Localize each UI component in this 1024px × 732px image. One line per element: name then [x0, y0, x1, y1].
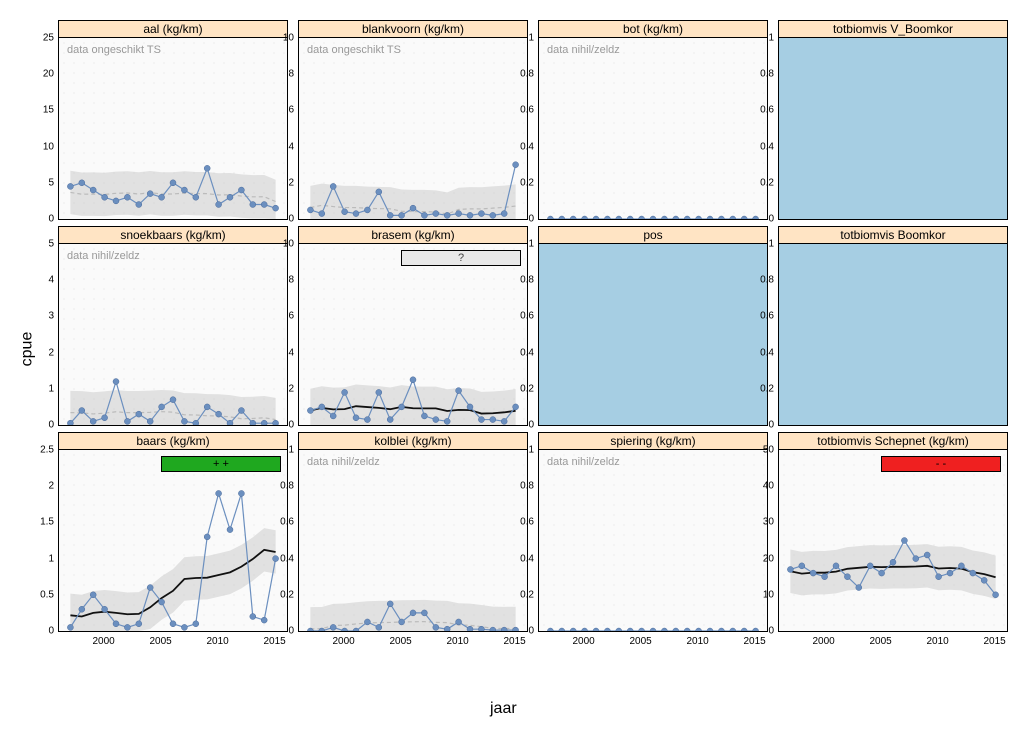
chart-panel: blankvoorn (kg/km)data ongeschikt TS0246… — [298, 20, 528, 220]
panel-title: kolblei (kg/km) — [298, 432, 528, 450]
y-ticks: 00.20.40.60.81 — [508, 244, 536, 426]
y-ticks: 00.20.40.60.81 — [748, 244, 776, 426]
plot-area: + + — [58, 450, 288, 632]
plot-area: ? — [298, 244, 528, 426]
panel-title: snoekbaars (kg/km) — [58, 226, 288, 244]
plot-area: data ongeschikt TS — [58, 38, 288, 220]
plot-area: data nihil/zeldz — [538, 38, 768, 220]
y-ticks: 0246810 — [268, 38, 296, 220]
y-ticks: 01020304050 — [748, 450, 776, 632]
y-ticks: 00.20.40.60.81 — [508, 450, 536, 632]
chart-panel: brasem (kg/km)?0246810 — [298, 226, 528, 426]
x-ticks: 2000200520102015 — [298, 632, 528, 652]
panel-title: pos — [538, 226, 768, 244]
plot-area: data nihil/zeldz — [538, 450, 768, 632]
x-ticks: 2000200520102015 — [58, 632, 288, 652]
chart-panel: pos00.20.40.60.81 — [538, 226, 768, 426]
y-ticks: 00.20.40.60.81 — [268, 450, 296, 632]
chart-panel: kolblei (kg/km)data nihil/zeldz00.20.40.… — [298, 432, 528, 632]
chart-panel: totbiomvis Boomkor00.20.40.60.81 — [778, 226, 1008, 426]
panel-title: totbiomvis Boomkor — [778, 226, 1008, 244]
plot-area — [778, 244, 1008, 426]
y-ticks: 00.20.40.60.81 — [508, 38, 536, 220]
facet-grid: aal (kg/km)data ongeschikt TS0510152025b… — [58, 20, 1008, 680]
chart-panel: spiering (kg/km)data nihil/zeldz00.20.40… — [538, 432, 768, 632]
chart-panel: snoekbaars (kg/km)data nihil/zeldz012345 — [58, 226, 288, 426]
plot-area: - - — [778, 450, 1008, 632]
y-ticks: 0510152025 — [28, 38, 56, 220]
chart-panel: totbiomvis Schepnet (kg/km)- -0102030405… — [778, 432, 1008, 632]
plot-area — [538, 244, 768, 426]
y-ticks: 00.511.522.5 — [28, 450, 56, 632]
chart-panel: baars (kg/km)+ +00.511.522.5200020052010… — [58, 432, 288, 632]
x-axis-label: jaar — [490, 700, 517, 718]
plot-area: data nihil/zeldz — [298, 450, 528, 632]
y-ticks: 00.20.40.60.81 — [748, 38, 776, 220]
panel-title: blankvoorn (kg/km) — [298, 20, 528, 38]
chart-panel: totbiomvis V_Boomkor00.20.40.60.81 — [778, 20, 1008, 220]
y-ticks: 012345 — [28, 244, 56, 426]
panel-title: brasem (kg/km) — [298, 226, 528, 244]
plot-area: data ongeschikt TS — [298, 38, 528, 220]
plot-area — [778, 38, 1008, 220]
y-ticks: 0246810 — [268, 244, 296, 426]
x-ticks: 2000200520102015 — [538, 632, 768, 652]
panel-title: totbiomvis Schepnet (kg/km) — [778, 432, 1008, 450]
panel-title: totbiomvis V_Boomkor — [778, 20, 1008, 38]
plot-area: data nihil/zeldz — [58, 244, 288, 426]
panel-title: bot (kg/km) — [538, 20, 768, 38]
x-ticks: 2000200520102015 — [778, 632, 1008, 652]
chart-panel: aal (kg/km)data ongeschikt TS0510152025 — [58, 20, 288, 220]
panel-title: baars (kg/km) — [58, 432, 288, 450]
chart-panel: bot (kg/km)data nihil/zeldz00.20.40.60.8… — [538, 20, 768, 220]
panel-title: spiering (kg/km) — [538, 432, 768, 450]
panel-title: aal (kg/km) — [58, 20, 288, 38]
